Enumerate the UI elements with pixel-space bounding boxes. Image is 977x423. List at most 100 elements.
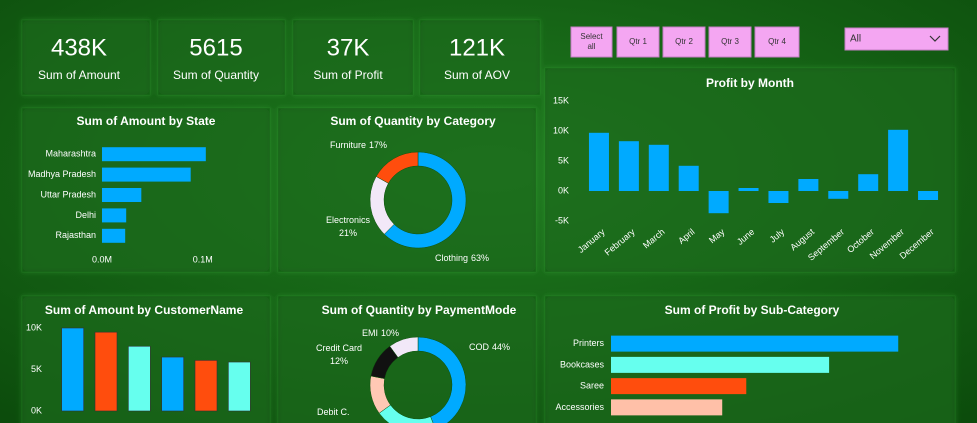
kpi-value: 438K — [51, 34, 107, 61]
donut-segment — [417, 336, 467, 423]
bar — [768, 191, 789, 203]
donut-label-name: Credit Card — [316, 343, 362, 353]
y-tick-label: 10K — [26, 322, 42, 332]
donut-label-value: 44% — [492, 342, 510, 352]
y-tick-label: Delhi — [75, 210, 96, 220]
kpi-value: 37K — [327, 34, 370, 61]
donut-label-name: Furniture — [330, 140, 366, 150]
kpi-value: 5615 — [189, 34, 242, 61]
chart-title: Sum of Quantity by PaymentMode — [322, 303, 517, 317]
chart-panel — [277, 295, 537, 423]
y-tick-label: -5K — [555, 215, 569, 225]
bar — [611, 399, 723, 416]
bar — [128, 345, 151, 412]
bar — [102, 147, 206, 162]
y-tick-label: Maharashtra — [45, 149, 96, 159]
slicer-button-label: Select all — [580, 32, 603, 51]
chart-title: Sum of Quantity by Category — [330, 114, 496, 128]
donut-label: Credit Card 12% — [316, 343, 362, 366]
donut-label-name: Debit C. — [317, 407, 350, 417]
donut-label: Furniture 17% — [330, 140, 387, 150]
y-tick-label: 0K — [558, 185, 569, 195]
bar — [738, 188, 759, 191]
bar — [588, 132, 609, 191]
donut-label-value: 12% — [330, 356, 348, 366]
bar — [194, 360, 218, 412]
slicer-button[interactable] — [708, 26, 752, 58]
chart-title: Profit by Month — [706, 76, 794, 90]
y-tick-label: 10K — [553, 125, 569, 135]
kpi-value: 121K — [449, 34, 505, 61]
chart-title: Sum of Amount by State — [77, 114, 216, 128]
bar — [102, 228, 126, 243]
slicer-button-label: Qtr 1 — [629, 37, 647, 46]
bar — [618, 141, 639, 191]
donut-segment — [389, 336, 419, 358]
bar — [798, 179, 819, 191]
bar — [102, 167, 191, 182]
donut-label-value: 10% — [381, 328, 399, 338]
y-tick-label: 5K — [558, 155, 569, 165]
slicer-button[interactable] — [616, 26, 660, 58]
bar — [648, 144, 669, 191]
bar — [161, 356, 184, 412]
donut-label: COD 44% — [469, 342, 510, 352]
bar — [611, 335, 899, 352]
y-tick-label: Rajasthan — [55, 230, 96, 240]
bar — [678, 165, 699, 191]
donut-label: Electronics 21% — [326, 215, 371, 238]
slicer-button-label: Qtr 2 — [675, 37, 693, 46]
kpi-label: Sum of AOV — [444, 68, 510, 82]
bar — [708, 191, 729, 214]
slicer: All — [844, 27, 949, 51]
kpi-card — [157, 19, 286, 96]
kpi-card — [292, 19, 414, 96]
slicer-button-label-line: Select — [580, 32, 603, 41]
kpi-card — [419, 19, 541, 96]
donut-segment — [383, 151, 467, 249]
x-tick-label: 0.0M — [92, 254, 112, 264]
y-tick-label: 5K — [31, 364, 42, 374]
slicer-button-label: Qtr 3 — [721, 37, 739, 46]
donut-label-value: 17% — [369, 140, 387, 150]
bar — [61, 327, 84, 412]
bar — [611, 356, 830, 373]
kpis: 438K Sum of Amount 5615 Sum of Quantity … — [38, 34, 510, 82]
bar — [858, 174, 879, 191]
chart-title: Sum of Amount by CustomerName — [45, 303, 244, 317]
donut-segment — [375, 151, 419, 184]
slicer-button[interactable] — [754, 26, 800, 58]
donut-label: EMI 10% — [362, 328, 399, 338]
bar — [611, 378, 747, 395]
y-tick-label: Madhya Pradesh — [28, 169, 96, 179]
dropdown-value: All — [850, 34, 861, 45]
slicer-button-label: Qtr 4 — [768, 37, 786, 46]
chart-panel — [277, 107, 537, 273]
donut-label: Debit C. — [317, 407, 350, 417]
dropdown[interactable] — [844, 27, 949, 51]
chart-panel — [21, 107, 271, 273]
slicer-button[interactable] — [570, 26, 613, 58]
donut-label-value: 21% — [339, 228, 357, 238]
donut-label-name: EMI — [362, 328, 378, 338]
chart-panel — [544, 67, 956, 273]
y-tick-label: Uttar Pradesh — [40, 189, 96, 199]
slicer-button-label-line: all — [587, 42, 595, 51]
y-tick-label: Saree — [580, 381, 604, 391]
x-tick-label: 0.1M — [193, 254, 213, 264]
y-tick-label: Printers — [573, 338, 605, 348]
bar — [94, 331, 118, 412]
donut-label-name: Clothing — [435, 253, 468, 263]
bar — [918, 191, 939, 200]
kpi-label: Sum of Quantity — [173, 68, 259, 82]
slicer-button[interactable] — [662, 26, 706, 58]
bar — [102, 188, 142, 202]
donut-label-value: 63% — [471, 253, 489, 263]
kpi-label: Sum of Profit — [313, 68, 383, 82]
bar — [228, 361, 251, 412]
donut-label-name: COD — [469, 342, 490, 352]
bar — [828, 191, 849, 199]
kpi-card — [21, 19, 151, 96]
